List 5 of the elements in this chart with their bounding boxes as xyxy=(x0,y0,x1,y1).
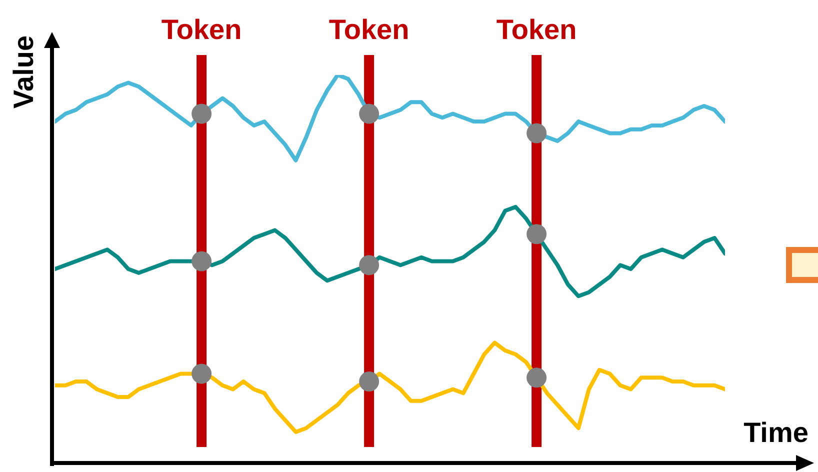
y-axis-title: Value xyxy=(8,35,39,109)
x-axis-title: Time xyxy=(744,417,808,448)
text: Token xyxy=(496,14,577,45)
text: Token xyxy=(328,14,410,45)
text: Token xyxy=(161,14,242,45)
